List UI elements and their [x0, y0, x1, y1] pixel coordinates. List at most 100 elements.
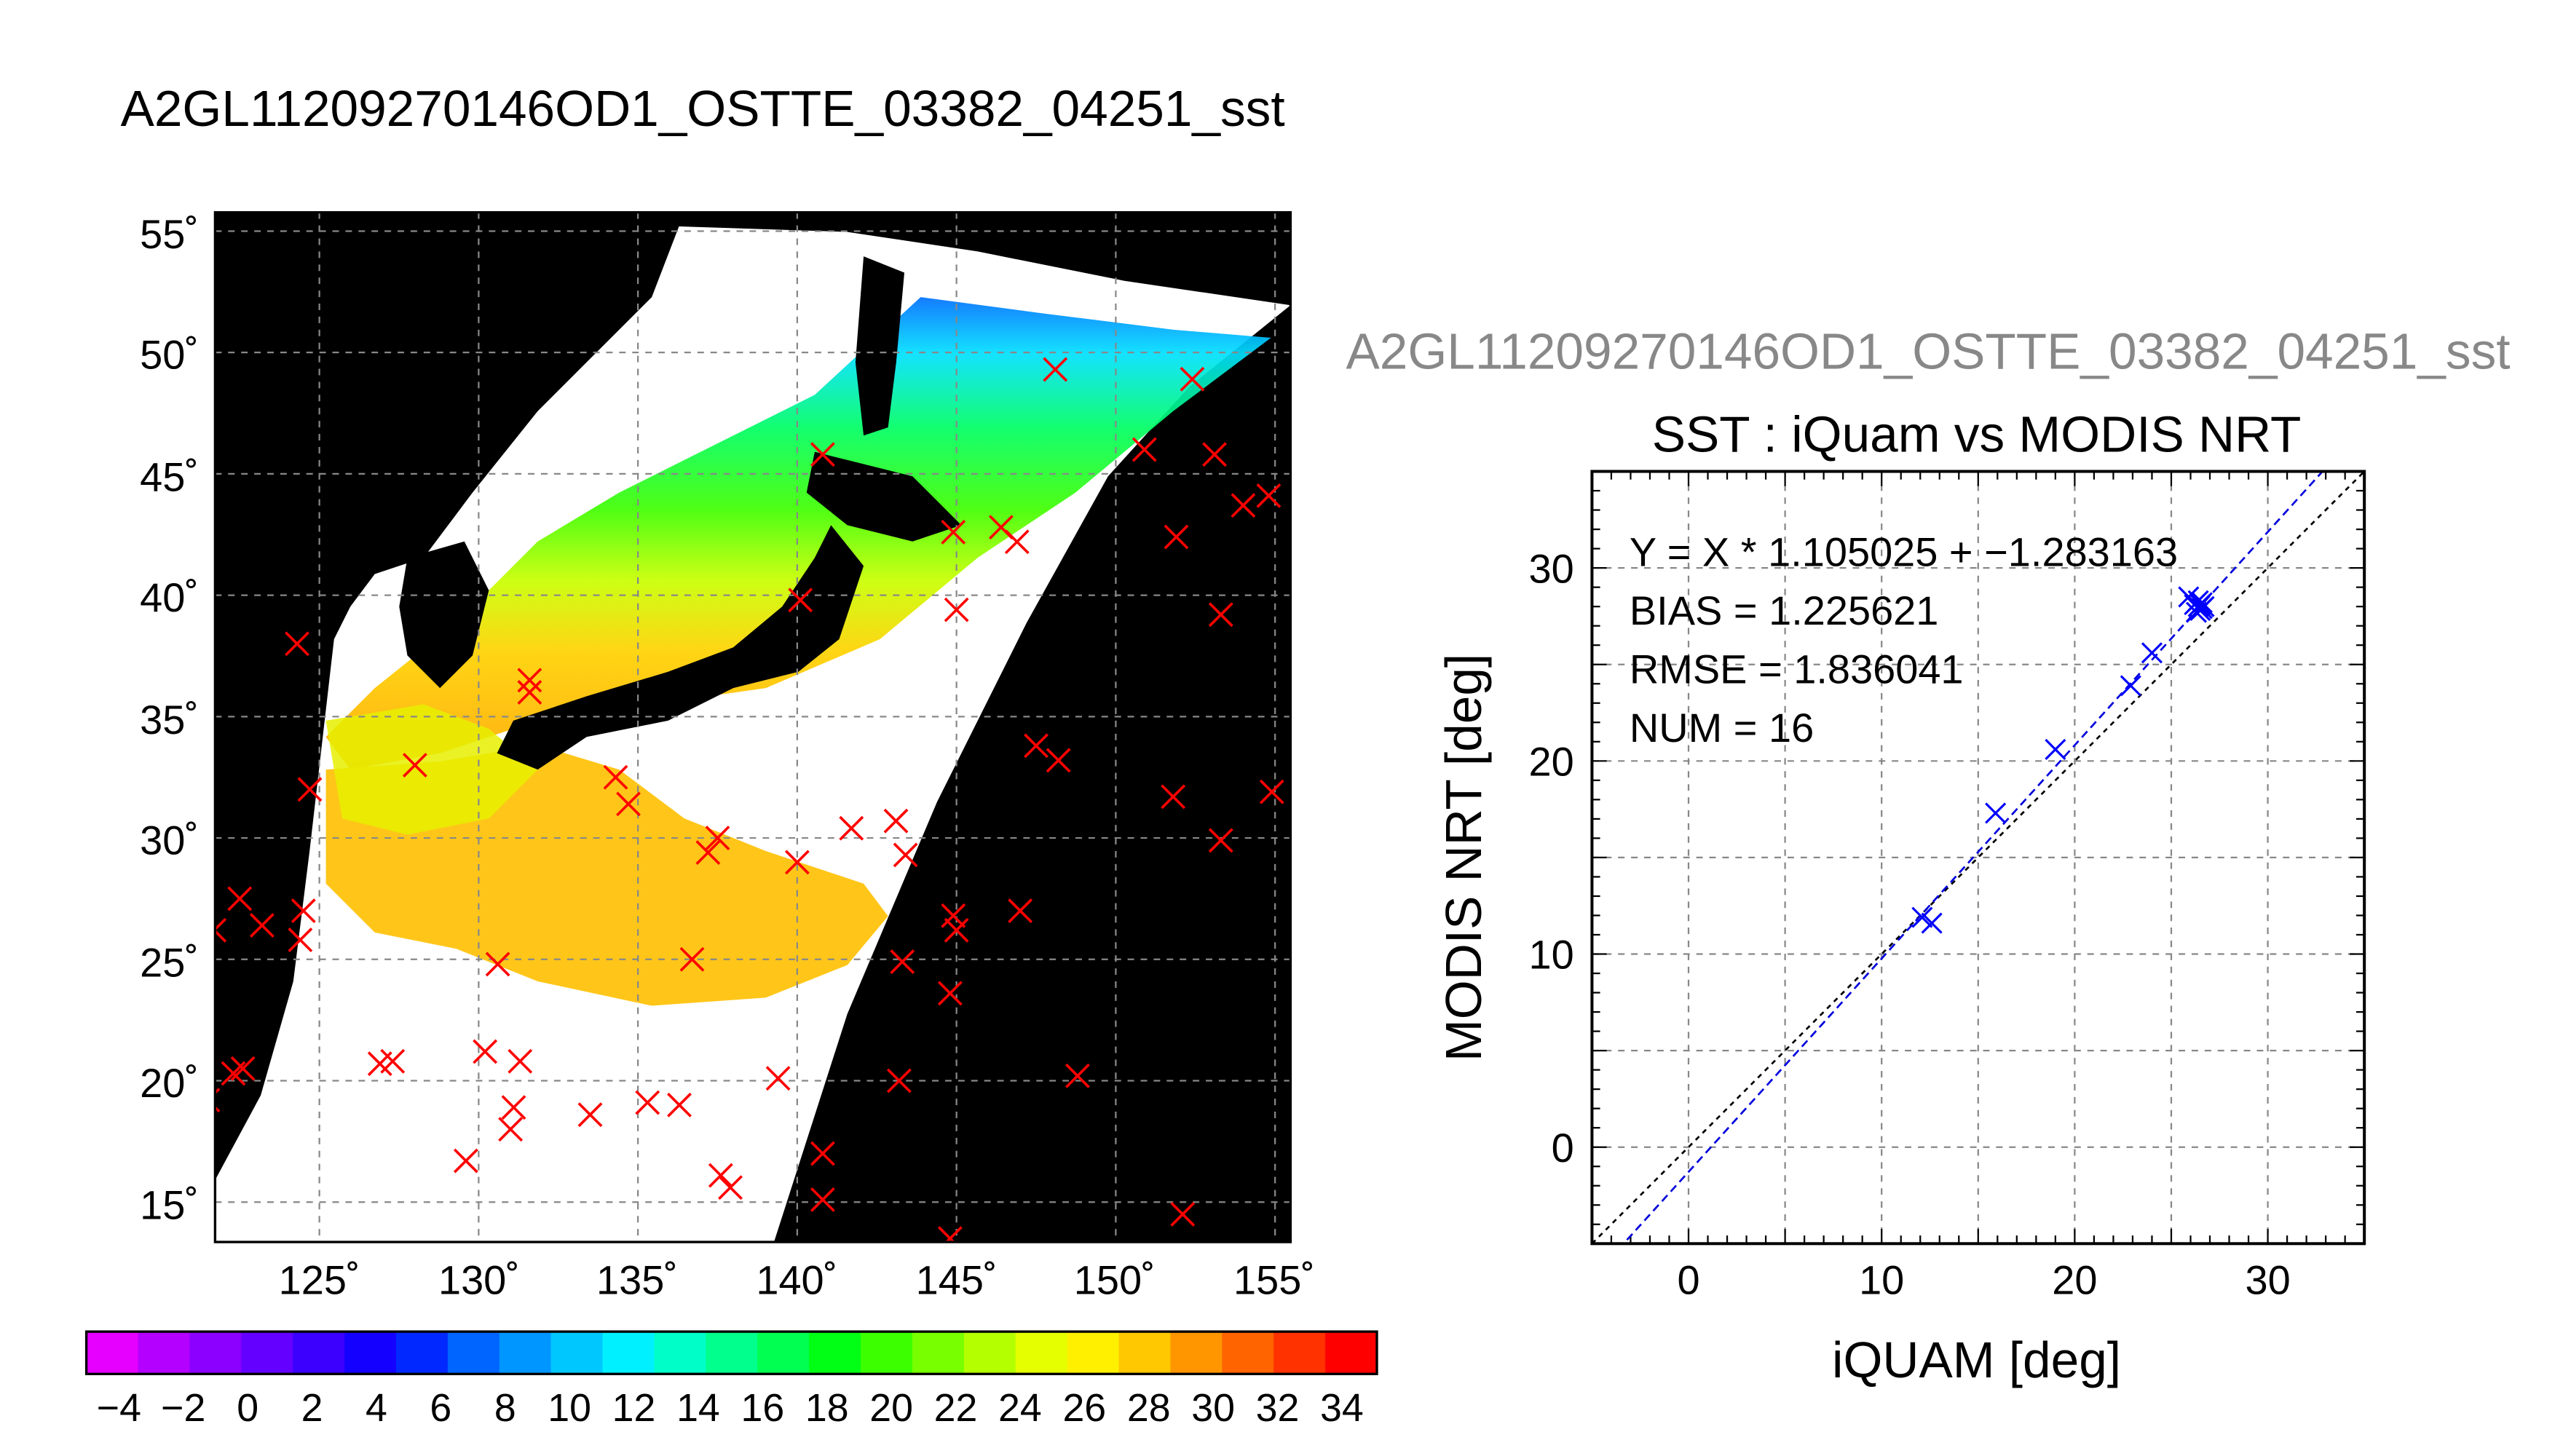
colorbar-label: 22 [934, 1386, 978, 1430]
colorbar-segment [189, 1332, 242, 1374]
matchup-marker [883, 808, 909, 834]
scatter-axes-frame [1590, 470, 2366, 1246]
colorbar-segment [757, 1332, 810, 1374]
sst-field-north [325, 297, 1271, 770]
colorbar-label: 4 [366, 1386, 387, 1430]
matchup-marker [695, 840, 721, 865]
matchup-marker [708, 1163, 733, 1188]
matchup-marker [485, 951, 510, 977]
matchup-marker [473, 1039, 498, 1064]
lat-tick-label: 40˚ [140, 574, 199, 620]
matchup-marker [893, 842, 918, 868]
stats-annotations: Y = X * 1.105025 + −1.283163 BIAS = 1.22… [1630, 529, 2178, 751]
matchup-marker [227, 886, 253, 911]
identity-line [1592, 471, 2365, 1244]
colorbar-segments [86, 1332, 1378, 1374]
matchup-marker [810, 1141, 835, 1166]
lon-tick-label: 130˚ [438, 1257, 520, 1303]
colorbar-label: 14 [676, 1386, 720, 1430]
lat-tick-label: 25˚ [140, 939, 199, 985]
map-lon-labels: 125˚ 130˚ 135˚ 140˚ 145˚ 150˚ 155˚ [279, 1257, 1315, 1303]
lon-tick-label: 140˚ [756, 1257, 837, 1303]
matchup-marker [288, 927, 313, 953]
scatter-point [1985, 802, 2007, 824]
colorbar-label: 0 [237, 1386, 258, 1430]
colorbar-segment [138, 1332, 191, 1374]
matchup-marker [1132, 437, 1157, 462]
matchup-marker [679, 946, 705, 972]
matchup-marker [508, 1048, 533, 1074]
sst-map: 125˚ 130˚ 135˚ 140˚ 145˚ 150˚ 155˚ 55˚ 5… [140, 211, 1315, 1303]
colorbar-segment [602, 1332, 655, 1374]
matchup-marker [215, 917, 227, 943]
scatter-points [1911, 586, 2215, 934]
matchup-marker [249, 913, 275, 938]
colorbar-label: −2 [161, 1386, 205, 1430]
scatter-point [1911, 906, 1933, 928]
scatter-panel: A2GL11209270146OD1_OSTTE_03382_04251_sst… [1346, 323, 2510, 1388]
colorbar-label: 16 [741, 1386, 784, 1430]
matchup-marker [380, 1048, 406, 1074]
map-gridlines [215, 212, 1291, 1243]
scatter-point [2184, 593, 2205, 616]
colorbar-segment [809, 1332, 862, 1374]
scatter-point [2141, 642, 2163, 664]
matchup-marker [517, 680, 542, 705]
x-tick-label: 20 [2052, 1257, 2097, 1303]
matchup-marker [941, 519, 966, 545]
colorbar-segment [447, 1332, 500, 1374]
matchup-marker [765, 1066, 791, 1091]
y-tick-label: 10 [1529, 932, 1574, 978]
matchup-marker [453, 1148, 478, 1174]
colorbar-segment [499, 1332, 552, 1374]
matchup-marker [1008, 898, 1033, 924]
matchup-marker [890, 949, 915, 975]
y-axis-label: MODIS NRT [deg] [1435, 654, 1492, 1061]
colorbar-segment [550, 1332, 604, 1374]
matchup-marker [635, 1090, 660, 1115]
scatter-figure-title: A2GL11209270146OD1_OSTTE_03382_04251_sst [1346, 323, 2510, 380]
matchup-marker [1024, 733, 1049, 759]
matchup-marker [718, 1175, 743, 1200]
colorbar-border [84, 1330, 1378, 1375]
colorbar-segment [654, 1332, 707, 1374]
colorbar-label: 24 [998, 1386, 1042, 1430]
matchup-marker [603, 764, 628, 790]
colorbar-segment [344, 1332, 398, 1374]
lon-tick-label: 145˚ [916, 1257, 998, 1303]
colorbar-segment [1273, 1332, 1327, 1374]
matchup-marker [1046, 748, 1071, 773]
matchup-marker [784, 850, 810, 875]
lon-tick-label: 135˚ [596, 1257, 678, 1303]
matchup-marker [616, 791, 641, 817]
matchup-marker [705, 826, 730, 850]
matchup-marker [1161, 784, 1186, 810]
matchup-marker [944, 917, 969, 943]
scatter-title-overflow-clip: A2GL11209270146OD1_OSTTE_03382_04251_sst [1346, 323, 2510, 380]
matchup-marker [667, 1092, 692, 1117]
matchup-marker [1208, 828, 1233, 853]
lon-tick-label: 150˚ [1074, 1257, 1156, 1303]
matchup-marker [402, 753, 427, 778]
landmass-korea [399, 541, 489, 689]
colorbar-segment [86, 1332, 139, 1374]
landmass-asia [215, 212, 684, 705]
colorbar-label: 34 [1320, 1386, 1364, 1430]
matchup-marker [810, 1187, 835, 1212]
colorbar-label: 18 [805, 1386, 849, 1430]
matchup-marker [1065, 1063, 1090, 1088]
lat-tick-label: 30˚ [140, 817, 199, 863]
landmass-sakhalin [855, 256, 905, 436]
colorbar-segment [1118, 1332, 1172, 1374]
matchup-marker [1259, 779, 1284, 804]
colorbar-label: 8 [494, 1386, 516, 1430]
lat-tick-label: 45˚ [140, 454, 199, 499]
scatter-point [2191, 592, 2213, 614]
matchup-marker [1180, 366, 1205, 392]
map-border [213, 211, 1292, 1243]
lat-tick-label: 55˚ [140, 211, 199, 257]
lat-tick-label: 50˚ [140, 332, 199, 378]
count-annotation: NUM = 16 [1630, 705, 1814, 751]
matchup-marker [498, 1117, 524, 1142]
x-axis-label: iQUAM [deg] [1832, 1332, 2121, 1388]
